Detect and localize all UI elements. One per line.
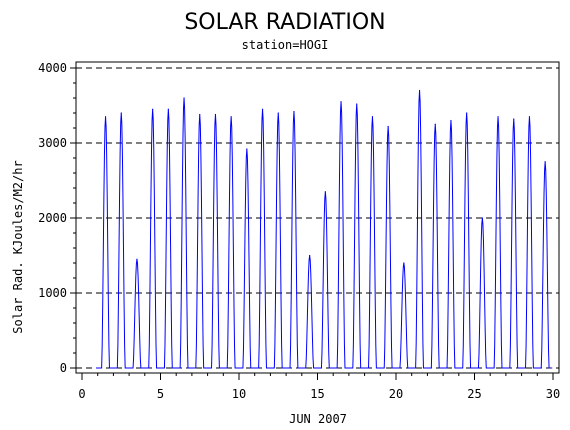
y-tick-label: 1000 <box>38 286 67 300</box>
data-point-day-11 <box>261 108 264 110</box>
y-axis: 0 1000 2000 3000 4000 <box>38 61 76 375</box>
x-tick-label: 10 <box>232 387 246 401</box>
x-tick-label: 0 <box>78 387 85 401</box>
data-point-day-10 <box>246 148 248 150</box>
data-point-day-13 <box>293 110 295 113</box>
x-axis: 0 5 10 15 20 25 30 <box>78 373 560 401</box>
data-point-day-21 <box>418 89 421 92</box>
data-point-day-14 <box>309 254 311 257</box>
x-tick-label: 15 <box>310 387 324 401</box>
data-point-day-6 <box>183 97 185 99</box>
x-tick-label: 30 <box>546 387 560 401</box>
data-point-day-5 <box>167 108 169 110</box>
data-point-day-8 <box>214 113 217 116</box>
data-point-day-18 <box>371 116 374 118</box>
y-tick-label: 0 <box>60 361 67 375</box>
chart-title: SOLAR RADIATION <box>184 10 385 35</box>
data-point-day-27 <box>513 118 515 120</box>
series-layer <box>96 89 553 369</box>
data-point-day-7 <box>199 113 201 116</box>
x-tick-label: 20 <box>389 387 403 401</box>
data-point-day-28 <box>528 116 531 118</box>
y-tick-label: 4000 <box>38 61 67 75</box>
data-point-day-4 <box>152 108 154 110</box>
x-tick-label: 25 <box>467 387 481 401</box>
data-point-day-17 <box>356 103 358 105</box>
y-axis-label: Solar Rad. KJoules/M2/hr <box>11 160 25 333</box>
data-point-day-12 <box>277 112 279 114</box>
data-point-day-20 <box>403 262 405 264</box>
data-point-day-25 <box>481 217 483 219</box>
data-point-day-2 <box>120 112 122 114</box>
chart-subtitle: station=HOGI <box>242 38 329 52</box>
x-axis-label: JUN 2007 <box>289 412 347 426</box>
data-point-day-3 <box>136 258 138 260</box>
data-point-day-9 <box>230 116 232 118</box>
x-tick-label: 5 <box>157 387 164 401</box>
horizontal-gridlines <box>76 67 559 369</box>
data-point-day-29 <box>544 161 546 163</box>
data-point-day-1 <box>104 116 107 118</box>
data-point-day-16 <box>340 101 342 103</box>
data-point-day-24 <box>466 112 468 114</box>
data-point-day-23 <box>450 119 452 122</box>
data-point-day-26 <box>497 116 499 118</box>
data-point-day-19 <box>387 125 389 128</box>
series-line <box>96 90 553 369</box>
data-point-day-22 <box>434 123 436 125</box>
y-tick-label: 2000 <box>38 211 67 225</box>
y-tick-label: 3000 <box>38 136 67 150</box>
data-point-day-15 <box>324 191 326 193</box>
